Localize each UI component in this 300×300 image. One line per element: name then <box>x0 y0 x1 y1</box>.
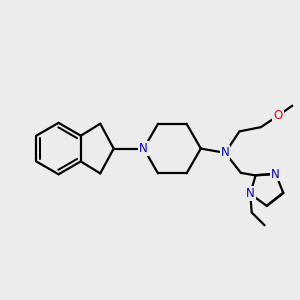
Text: N: N <box>221 146 230 159</box>
Text: O: O <box>273 109 283 122</box>
Text: N: N <box>139 142 148 155</box>
Text: N: N <box>271 167 280 181</box>
Text: N: N <box>246 188 255 200</box>
